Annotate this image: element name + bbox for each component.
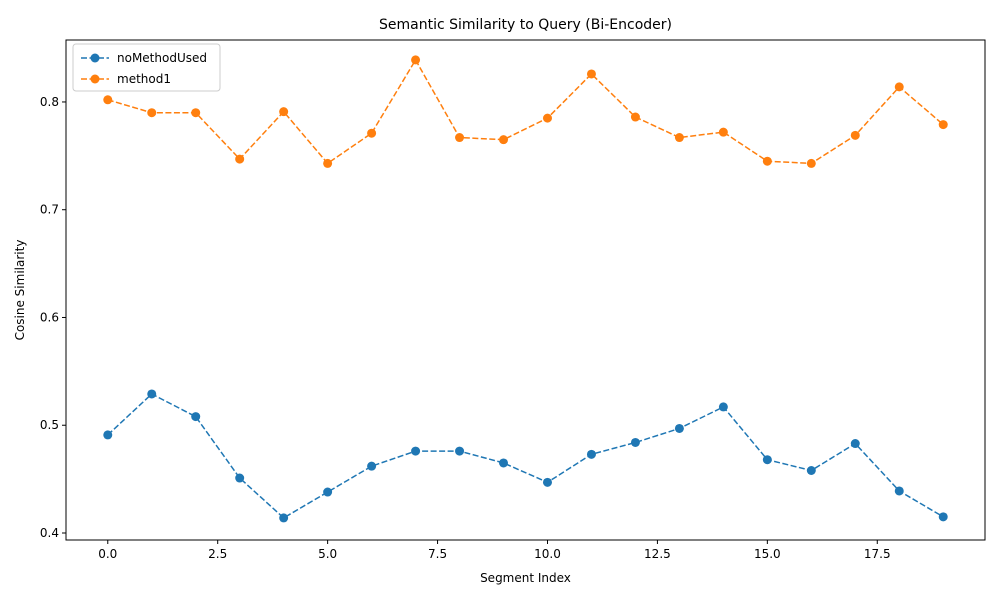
data-point [630,437,640,447]
legend-label: noMethodUsed [117,51,207,65]
data-point [279,513,289,523]
data-point [455,446,465,456]
series-layer [103,55,948,523]
data-point [411,55,421,65]
data-point [938,512,948,522]
data-point [191,412,201,422]
data-point [762,455,772,465]
data-point [279,107,289,117]
x-tick-label: 2.5 [208,547,227,561]
series-line [107,58,944,165]
data-point [103,95,113,105]
x-tick-label: 7.5 [428,547,447,561]
legend: noMethodUsed method1 [72,43,221,92]
legend-label: method1 [117,72,171,86]
x-tick-label: 17.5 [864,547,891,561]
data-point [894,82,904,92]
x-tick-label: 12.5 [644,547,671,561]
data-point [367,461,377,471]
legend-item: noMethodUsed [81,51,207,65]
data-point [323,487,333,497]
data-point [235,473,245,483]
y-tick-label: 0.7 [40,203,59,217]
plot-area [65,39,986,541]
series-line [107,393,944,519]
y-axis: 0.4 0.5 0.6 0.7 0.8 [40,95,66,540]
data-point [542,113,552,123]
data-point [586,449,596,459]
data-point [411,446,421,456]
data-point [718,127,728,137]
data-point [147,108,157,118]
data-point [235,154,245,164]
data-point [499,458,509,468]
x-axis: 0.0 2.5 5.0 7.5 10.0 12.5 15.0 17.5 [98,540,891,561]
data-point [367,128,377,138]
y-axis-title: Cosine Similarity [13,240,27,341]
x-axis-title: Segment Index [480,571,571,585]
legend-box [72,43,221,92]
y-tick-label: 0.6 [40,310,59,324]
y-tick-label: 0.5 [40,418,59,432]
x-tick-label: 10.0 [534,547,561,561]
data-point [191,108,201,118]
data-point [850,130,860,140]
data-point [674,133,684,143]
legend-marker [90,53,100,63]
data-point [894,486,904,496]
data-point [938,120,948,130]
data-point [674,423,684,433]
data-point [850,439,860,449]
data-point [147,389,157,399]
y-tick-label: 0.4 [40,526,59,540]
x-tick-label: 5.0 [318,547,337,561]
data-point [630,112,640,122]
data-point [762,156,772,166]
x-tick-label: 15.0 [754,547,781,561]
data-point [323,158,333,168]
chart-title: Semantic Similarity to Query (Bi-Encoder… [379,17,672,33]
data-point [455,133,465,143]
y-tick-label: 0.8 [40,95,59,109]
data-point [499,135,509,145]
x-tick-label: 0.0 [98,547,117,561]
data-point [806,465,816,475]
data-point [586,69,596,79]
data-point [542,477,552,487]
series-noMethodUsed [103,389,948,523]
data-point [806,158,816,168]
legend-item: method1 [81,72,171,86]
series-method1 [103,55,948,168]
legend-marker [90,74,100,84]
data-point [103,430,113,440]
data-point [718,402,728,412]
